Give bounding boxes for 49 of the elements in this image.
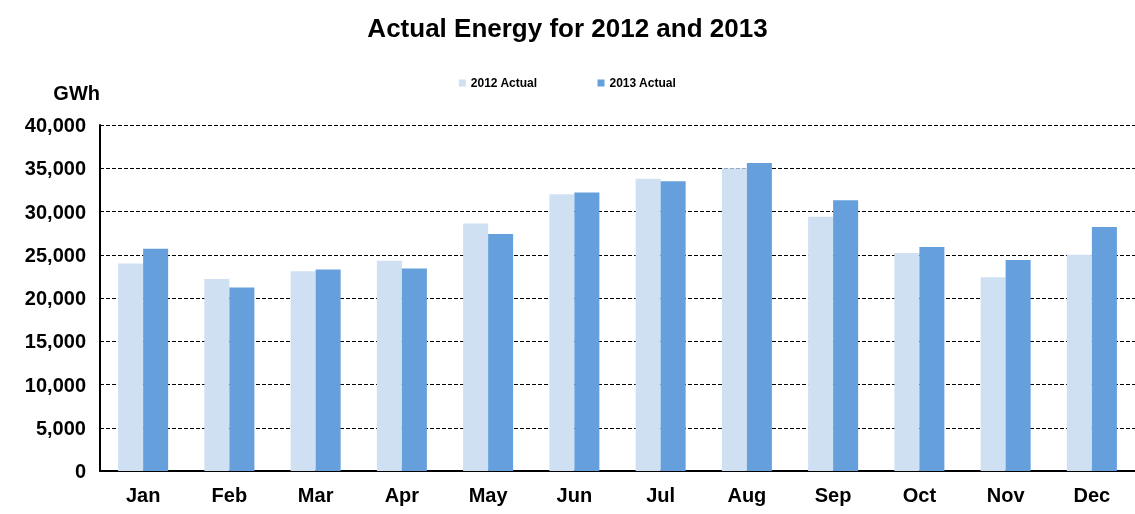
bar [315,269,341,471]
y-tick-label: 20,000 [24,287,86,309]
legend-label: 2012 Actual [470,76,538,90]
bar [980,277,1006,471]
y-tick-label: 30,000 [24,200,86,223]
bar [204,278,230,471]
bar [833,200,859,471]
y-tick-label: 5,000 [35,416,86,439]
bar [118,263,144,471]
y-axis-title: GWh [53,82,100,104]
bar [376,260,402,471]
x-tick-label: Aug [727,484,767,506]
y-tick-label: 15,000 [24,330,86,353]
bar [290,271,316,471]
chart-title: Actual Energy for 2012 and 2013 [367,13,768,43]
x-tick-label: Dec [1073,484,1111,506]
bar [229,287,255,471]
bar [894,253,920,471]
y-tick-label: 40,000 [24,114,86,136]
x-tick-label: Jul [646,484,676,506]
bar [143,248,169,471]
y-tick-label: 35,000 [24,157,86,180]
x-tick-label: Oct [902,484,937,506]
x-tick-label: Sep [814,484,852,506]
y-tick-label: 0 [74,460,86,482]
x-tick-label: Mar [297,484,334,506]
y-tick-label: 10,000 [24,373,86,396]
bar [635,178,661,471]
x-tick-label: Jan [125,484,161,506]
bar [574,192,600,471]
bar [660,181,686,471]
bar [919,246,945,471]
bar [1091,227,1117,471]
x-tick-label: Nov [986,484,1026,506]
bar [401,268,427,471]
bar [746,163,772,471]
bar [549,194,575,471]
x-tick-label: May [468,484,509,506]
bar [1066,254,1092,471]
bar [488,233,514,471]
x-tick-label: Apr [384,484,420,506]
bar [721,168,747,471]
legend-label: 2013 Actual [609,76,676,90]
y-tick-label: 25,000 [24,243,86,266]
bar [1005,259,1031,471]
bar [808,216,834,471]
x-tick-label: Jun [556,484,593,506]
x-tick-label: Feb [211,484,248,506]
bar [463,223,489,471]
